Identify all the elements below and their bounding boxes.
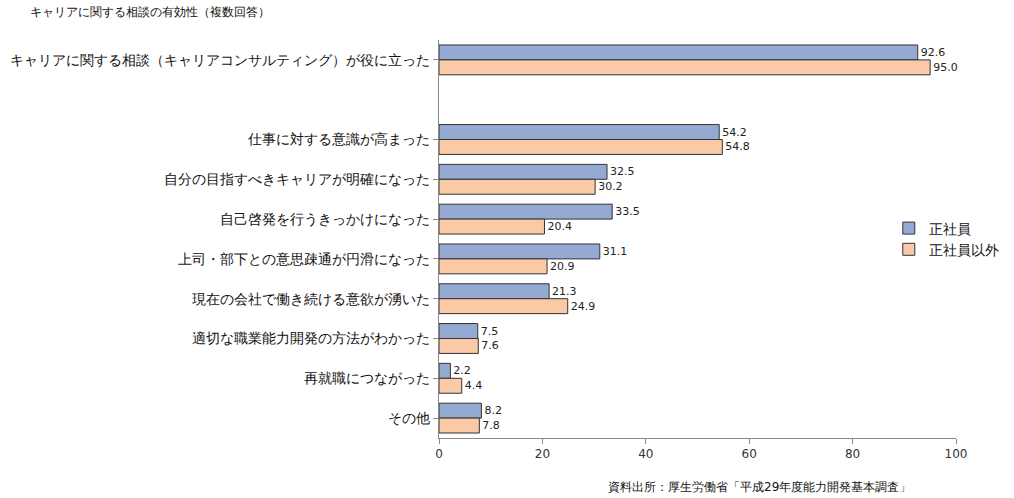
svg-text:24.9: 24.9 — [571, 300, 596, 313]
svg-text:20.9: 20.9 — [550, 260, 575, 273]
svg-text:0: 0 — [435, 447, 443, 461]
svg-text:再就職につながった: 再就職につながった — [304, 370, 430, 386]
svg-text:自己啓発を行うきっかけになった: 自己啓発を行うきっかけになった — [220, 211, 430, 227]
svg-text:正社員: 正社員 — [929, 221, 971, 237]
svg-text:現在の会社で働き続ける意欲が湧いた: 現在の会社で働き続ける意欲が湧いた — [192, 291, 430, 307]
svg-text:21.3: 21.3 — [552, 285, 577, 298]
svg-text:7.6: 7.6 — [481, 339, 499, 352]
svg-text:32.5: 32.5 — [610, 165, 635, 178]
svg-text:資料出所：厚生労働省「平成29年度能力開発基本調査」: 資料出所：厚生労働省「平成29年度能力開発基本調査」 — [608, 480, 911, 494]
svg-text:80: 80 — [845, 447, 860, 461]
svg-text:キャリアに関する相談（キャリアコンサルティング）が役に立った: キャリアに関する相談（キャリアコンサルティング）が役に立った — [10, 52, 430, 68]
svg-text:60: 60 — [742, 447, 757, 461]
svg-text:54.2: 54.2 — [722, 126, 747, 139]
svg-text:2.2: 2.2 — [453, 364, 471, 377]
svg-text:仕事に対する意識が高まった: 仕事に対する意識が高まった — [247, 131, 430, 147]
svg-text:上司・部下との意思疎通が円滑になった: 上司・部下との意思疎通が円滑になった — [178, 251, 430, 267]
svg-text:7.5: 7.5 — [481, 325, 499, 338]
svg-text:40: 40 — [638, 447, 653, 461]
svg-text:自分の目指すべきキャリアが明確になった: 自分の目指すべきキャリアが明確になった — [164, 171, 430, 187]
svg-text:20.4: 20.4 — [547, 220, 572, 233]
svg-text:正社員以外: 正社員以外 — [929, 242, 999, 258]
svg-text:31.1: 31.1 — [603, 245, 628, 258]
svg-text:30.2: 30.2 — [598, 180, 623, 193]
svg-text:54.8: 54.8 — [725, 140, 750, 153]
svg-text:100: 100 — [945, 447, 968, 461]
svg-text:92.6: 92.6 — [921, 46, 946, 59]
svg-text:20: 20 — [535, 447, 550, 461]
svg-text:適切な職業能力開発の方法がわかった: 適切な職業能力開発の方法がわかった — [192, 330, 430, 346]
svg-text:33.5: 33.5 — [615, 205, 640, 218]
svg-text:8.2: 8.2 — [484, 404, 502, 417]
svg-text:7.8: 7.8 — [482, 419, 500, 432]
svg-text:キャリアに関する相談の有効性（複数回答）: キャリアに関する相談の有効性（複数回答） — [30, 5, 270, 19]
svg-text:95.0: 95.0 — [933, 61, 958, 74]
svg-text:その他: その他 — [388, 410, 430, 426]
svg-text:4.4: 4.4 — [465, 379, 483, 392]
